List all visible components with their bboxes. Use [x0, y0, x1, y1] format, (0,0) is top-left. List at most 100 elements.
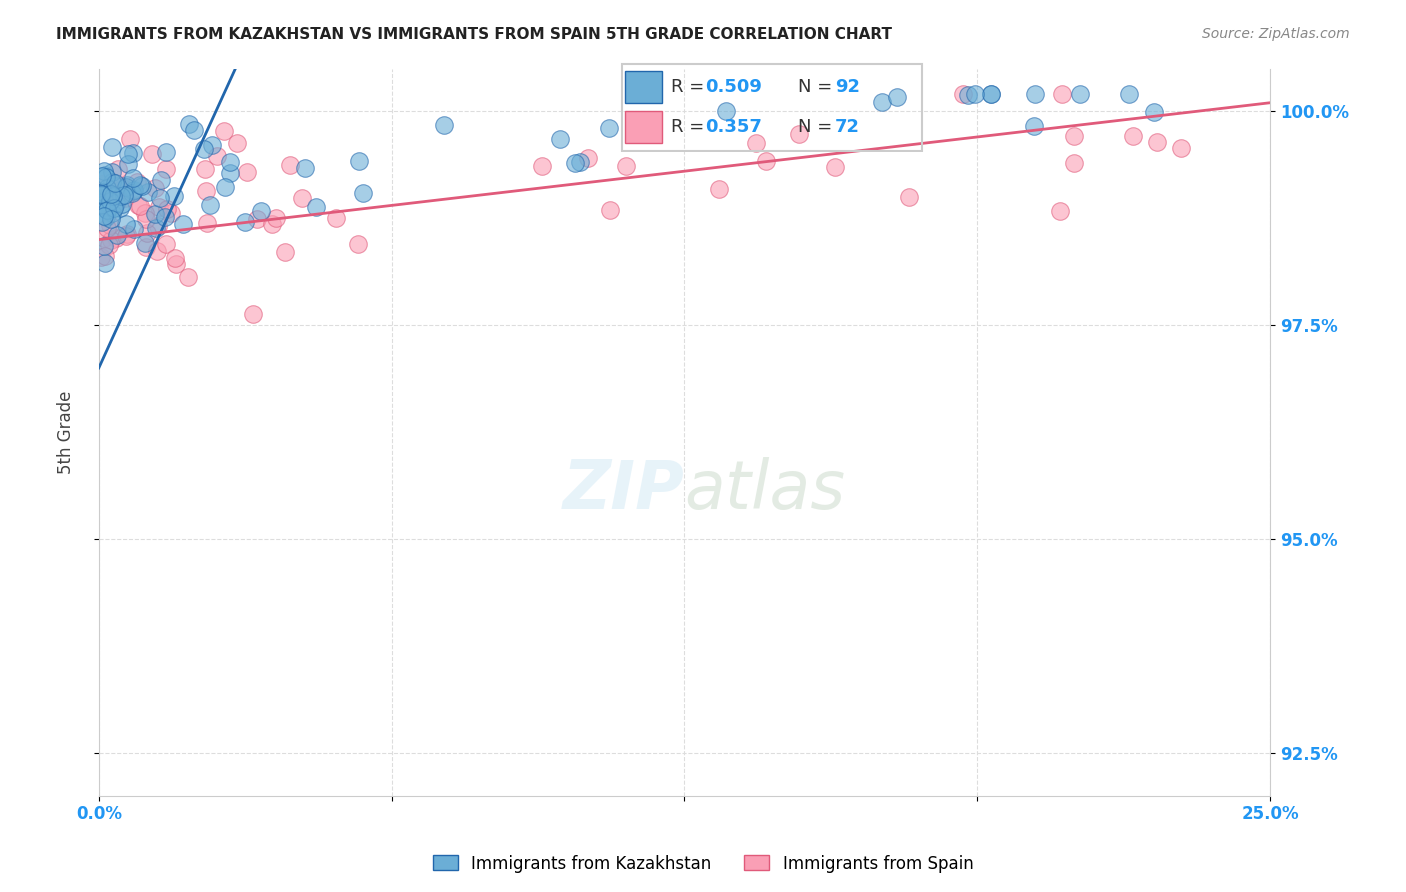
Point	[242, 307, 264, 321]
Point	[226, 136, 249, 151]
Point	[94, 256, 117, 270]
Point	[177, 117, 200, 131]
Point	[97, 202, 120, 217]
Point	[212, 124, 235, 138]
Point	[115, 227, 138, 242]
Point	[616, 159, 638, 173]
Point	[156, 202, 179, 216]
Point	[127, 198, 149, 212]
Point	[135, 240, 157, 254]
Point	[143, 181, 166, 195]
Point	[201, 138, 224, 153]
Point	[114, 191, 136, 205]
Point	[433, 119, 456, 133]
Point	[218, 155, 240, 169]
Point	[952, 87, 974, 102]
Point	[1146, 135, 1168, 149]
Point	[90, 198, 112, 212]
Point	[115, 180, 138, 194]
Point	[155, 162, 177, 177]
Point	[103, 201, 125, 215]
Point	[91, 215, 114, 229]
FancyBboxPatch shape	[624, 71, 662, 103]
Point	[163, 251, 186, 265]
Point	[96, 202, 118, 216]
Point	[195, 216, 218, 230]
Point	[122, 184, 145, 198]
Point	[352, 186, 374, 200]
Point	[101, 140, 124, 154]
Y-axis label: 5th Grade: 5th Grade	[58, 391, 75, 474]
Text: 0.509: 0.509	[706, 78, 762, 96]
Point	[347, 237, 370, 252]
Point	[155, 145, 177, 159]
Point	[1143, 104, 1166, 119]
Point	[115, 217, 138, 231]
Point	[148, 200, 170, 214]
Point	[100, 212, 122, 227]
Point	[122, 222, 145, 236]
Text: 92: 92	[835, 78, 860, 96]
Point	[146, 219, 169, 233]
Point	[233, 215, 256, 229]
Point	[93, 231, 115, 245]
Point	[598, 120, 620, 135]
Point	[114, 182, 136, 196]
Point	[177, 269, 200, 284]
Point	[100, 233, 122, 247]
Point	[980, 87, 1002, 102]
Point	[90, 195, 112, 210]
Point	[108, 201, 131, 215]
Point	[980, 87, 1002, 102]
Point	[90, 187, 112, 202]
Point	[93, 238, 115, 252]
Point	[172, 217, 194, 231]
Text: 72: 72	[835, 118, 860, 136]
Point	[291, 190, 314, 204]
Point	[117, 146, 139, 161]
Point	[1049, 203, 1071, 218]
Point	[886, 90, 908, 104]
Point	[236, 165, 259, 179]
Point	[94, 168, 117, 182]
Point	[898, 190, 921, 204]
Point	[599, 203, 621, 218]
Point	[91, 185, 114, 199]
Point	[755, 154, 778, 169]
Point	[745, 136, 768, 151]
Point	[93, 164, 115, 178]
Text: IMMIGRANTS FROM KAZAKHSTAN VS IMMIGRANTS FROM SPAIN 5TH GRADE CORRELATION CHART: IMMIGRANTS FROM KAZAKHSTAN VS IMMIGRANTS…	[56, 27, 893, 42]
Text: N =: N =	[799, 78, 838, 96]
Text: R =: R =	[671, 118, 710, 136]
Point	[278, 158, 301, 172]
Point	[96, 181, 118, 195]
Point	[193, 142, 215, 156]
Point	[305, 200, 328, 214]
Point	[145, 221, 167, 235]
Point	[96, 210, 118, 224]
Point	[122, 184, 145, 198]
Point	[260, 217, 283, 231]
Point	[200, 198, 222, 212]
Point	[115, 229, 138, 244]
Point	[90, 169, 112, 183]
Text: ZIP: ZIP	[562, 458, 685, 524]
FancyBboxPatch shape	[624, 112, 662, 143]
Point	[105, 188, 128, 202]
Point	[194, 184, 217, 198]
Point	[104, 196, 127, 211]
Point	[1069, 87, 1091, 102]
Point	[266, 211, 288, 225]
Point	[110, 178, 132, 193]
Point	[160, 205, 183, 219]
Text: N =: N =	[799, 118, 838, 136]
Point	[98, 218, 121, 232]
Point	[128, 178, 150, 192]
Point	[963, 87, 986, 102]
Point	[128, 199, 150, 213]
Point	[90, 177, 112, 191]
Point	[101, 189, 124, 203]
Text: 0.357: 0.357	[706, 118, 762, 136]
Point	[1063, 156, 1085, 170]
Point	[146, 244, 169, 258]
